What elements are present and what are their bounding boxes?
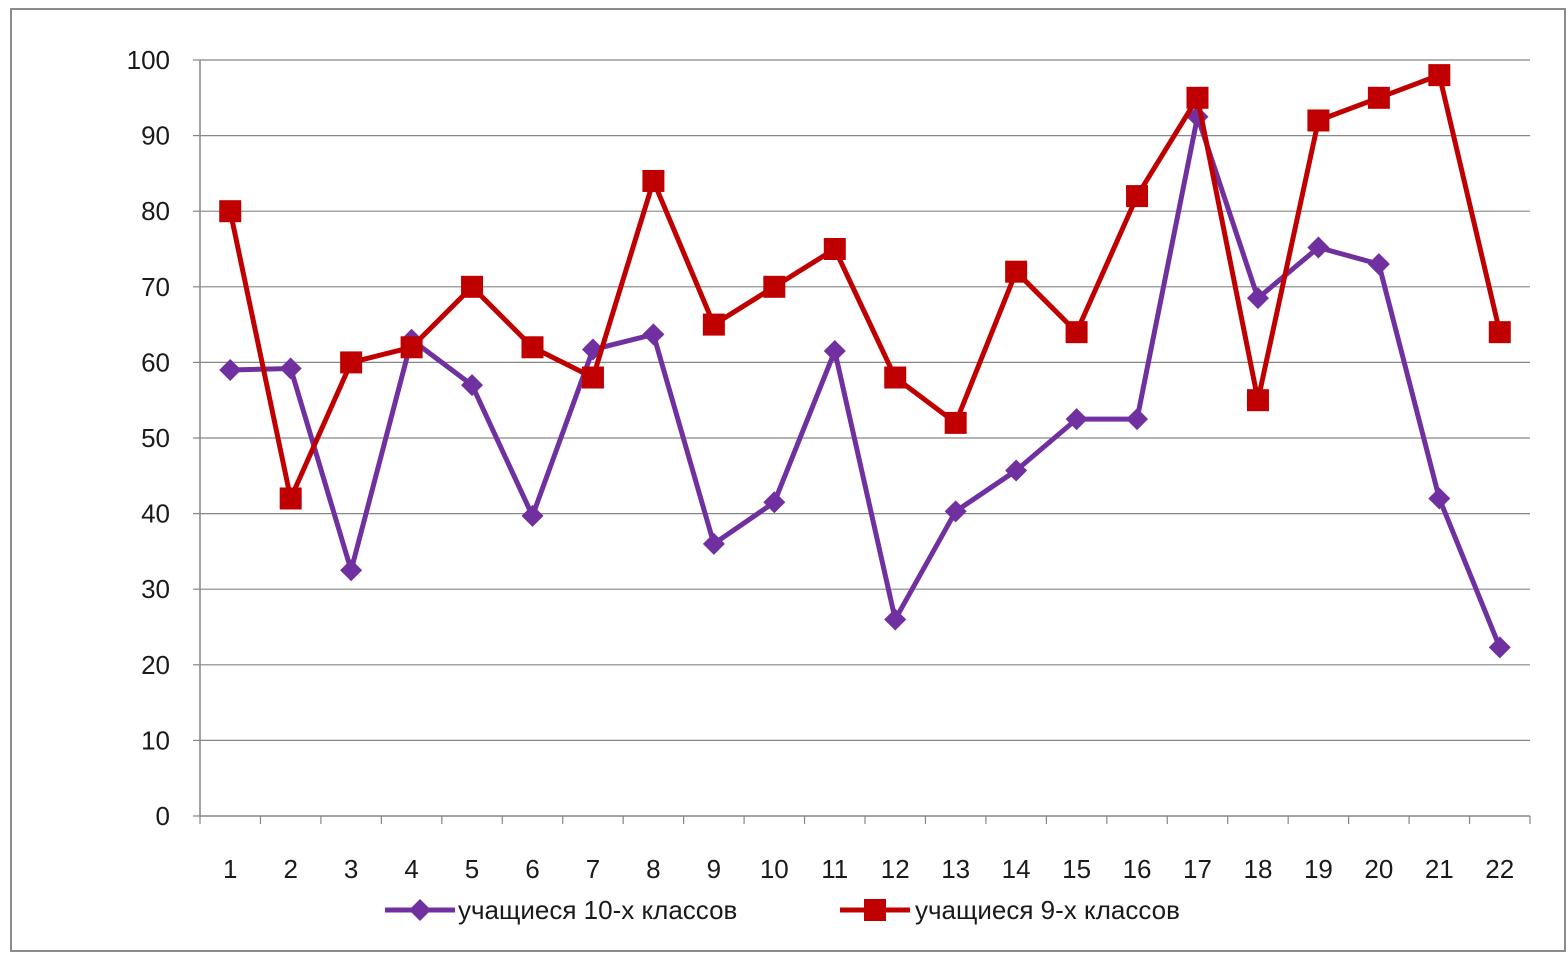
data-point [340, 351, 363, 374]
series-2 [219, 64, 1511, 510]
data-point [884, 608, 907, 631]
legend-item-1: учащиеся 10-х классов [385, 895, 737, 925]
x-tick-label: 2 [283, 854, 297, 884]
x-tick-label: 14 [1002, 854, 1031, 884]
x-tick-label: 8 [646, 854, 660, 884]
data-point [823, 238, 846, 260]
data-point [1367, 253, 1390, 276]
data-point [642, 323, 665, 346]
data-point [279, 357, 302, 380]
data-point [1367, 86, 1390, 109]
x-tick-label: 13 [941, 854, 970, 884]
data-point [1126, 408, 1149, 431]
legend-marker [409, 899, 431, 921]
series-1 [219, 105, 1511, 659]
data-point [219, 200, 242, 223]
x-tick-label: 21 [1425, 854, 1454, 884]
x-tick-label: 9 [707, 854, 721, 884]
series-line [227, 72, 1503, 501]
y-tick-label: 90 [141, 121, 170, 151]
data-point [521, 336, 544, 359]
x-tick-label: 19 [1304, 854, 1333, 884]
y-tick-label: 10 [141, 725, 170, 755]
data-point [1307, 236, 1330, 259]
data-point [944, 411, 967, 434]
data-point [1065, 321, 1088, 344]
series-line [230, 114, 1503, 649]
data-point [1428, 487, 1451, 510]
x-tick-label: 12 [881, 854, 910, 884]
x-tick-label: 7 [586, 854, 600, 884]
y-tick-label: 0 [156, 801, 170, 831]
legend-label: учащиеся 9-х классов [915, 895, 1180, 925]
x-tick-label: 16 [1123, 854, 1152, 884]
legend: учащиеся 10-х классов учащиеся 9-х классо… [385, 895, 1180, 925]
data-point [340, 559, 363, 582]
data-point [1186, 86, 1209, 109]
data-point [1246, 389, 1269, 412]
data-point [581, 366, 604, 389]
series-layer [219, 64, 1511, 659]
data-point [1428, 64, 1451, 87]
data-point [884, 366, 907, 389]
y-tick-label: 60 [141, 347, 170, 377]
x-tick-label: 20 [1364, 854, 1393, 884]
data-point [1005, 459, 1028, 482]
data-point [279, 487, 302, 510]
y-tick-label: 70 [141, 272, 170, 302]
x-tick-label: 4 [404, 854, 418, 884]
data-point [1065, 408, 1088, 431]
y-tick-label: 100 [127, 45, 170, 75]
data-point [461, 374, 484, 397]
data-point [400, 336, 423, 359]
data-point [1246, 287, 1269, 310]
legend-item-2: учащиеся 9-х классов [840, 895, 1180, 925]
data-point [642, 169, 665, 192]
data-point [1488, 636, 1511, 659]
data-point [1488, 321, 1511, 344]
x-tick-label: 11 [821, 854, 848, 884]
x-tick-label: 15 [1062, 854, 1091, 884]
data-point [944, 500, 967, 523]
y-tick-label: 30 [141, 574, 170, 604]
legend-marker [864, 899, 886, 921]
data-point [461, 275, 484, 298]
x-tick-label: 3 [344, 854, 358, 884]
x-tick-label: 18 [1243, 854, 1272, 884]
y-tick-label: 20 [141, 650, 170, 680]
y-tick-label: 50 [141, 423, 170, 453]
x-tick-label: 5 [465, 854, 479, 884]
x-tick-label: 17 [1183, 854, 1212, 884]
y-tick-label: 80 [141, 196, 170, 226]
x-tick-label: 10 [760, 854, 789, 884]
x-tick-label: 6 [525, 854, 539, 884]
x-tick-label: 1 [223, 854, 237, 884]
y-tick-label: 40 [141, 499, 170, 529]
data-point [702, 313, 725, 336]
data-point [1005, 260, 1028, 283]
x-tick-label: 22 [1485, 854, 1514, 884]
data-point [521, 504, 544, 527]
data-point [823, 340, 846, 363]
data-point [1126, 185, 1149, 208]
data-point [763, 491, 786, 514]
legend-label: учащиеся 10-х классов [458, 895, 737, 925]
gridlines [200, 59, 1530, 742]
data-point [702, 532, 725, 555]
data-point [1307, 109, 1330, 132]
data-point [763, 275, 786, 298]
data-point [219, 358, 242, 381]
